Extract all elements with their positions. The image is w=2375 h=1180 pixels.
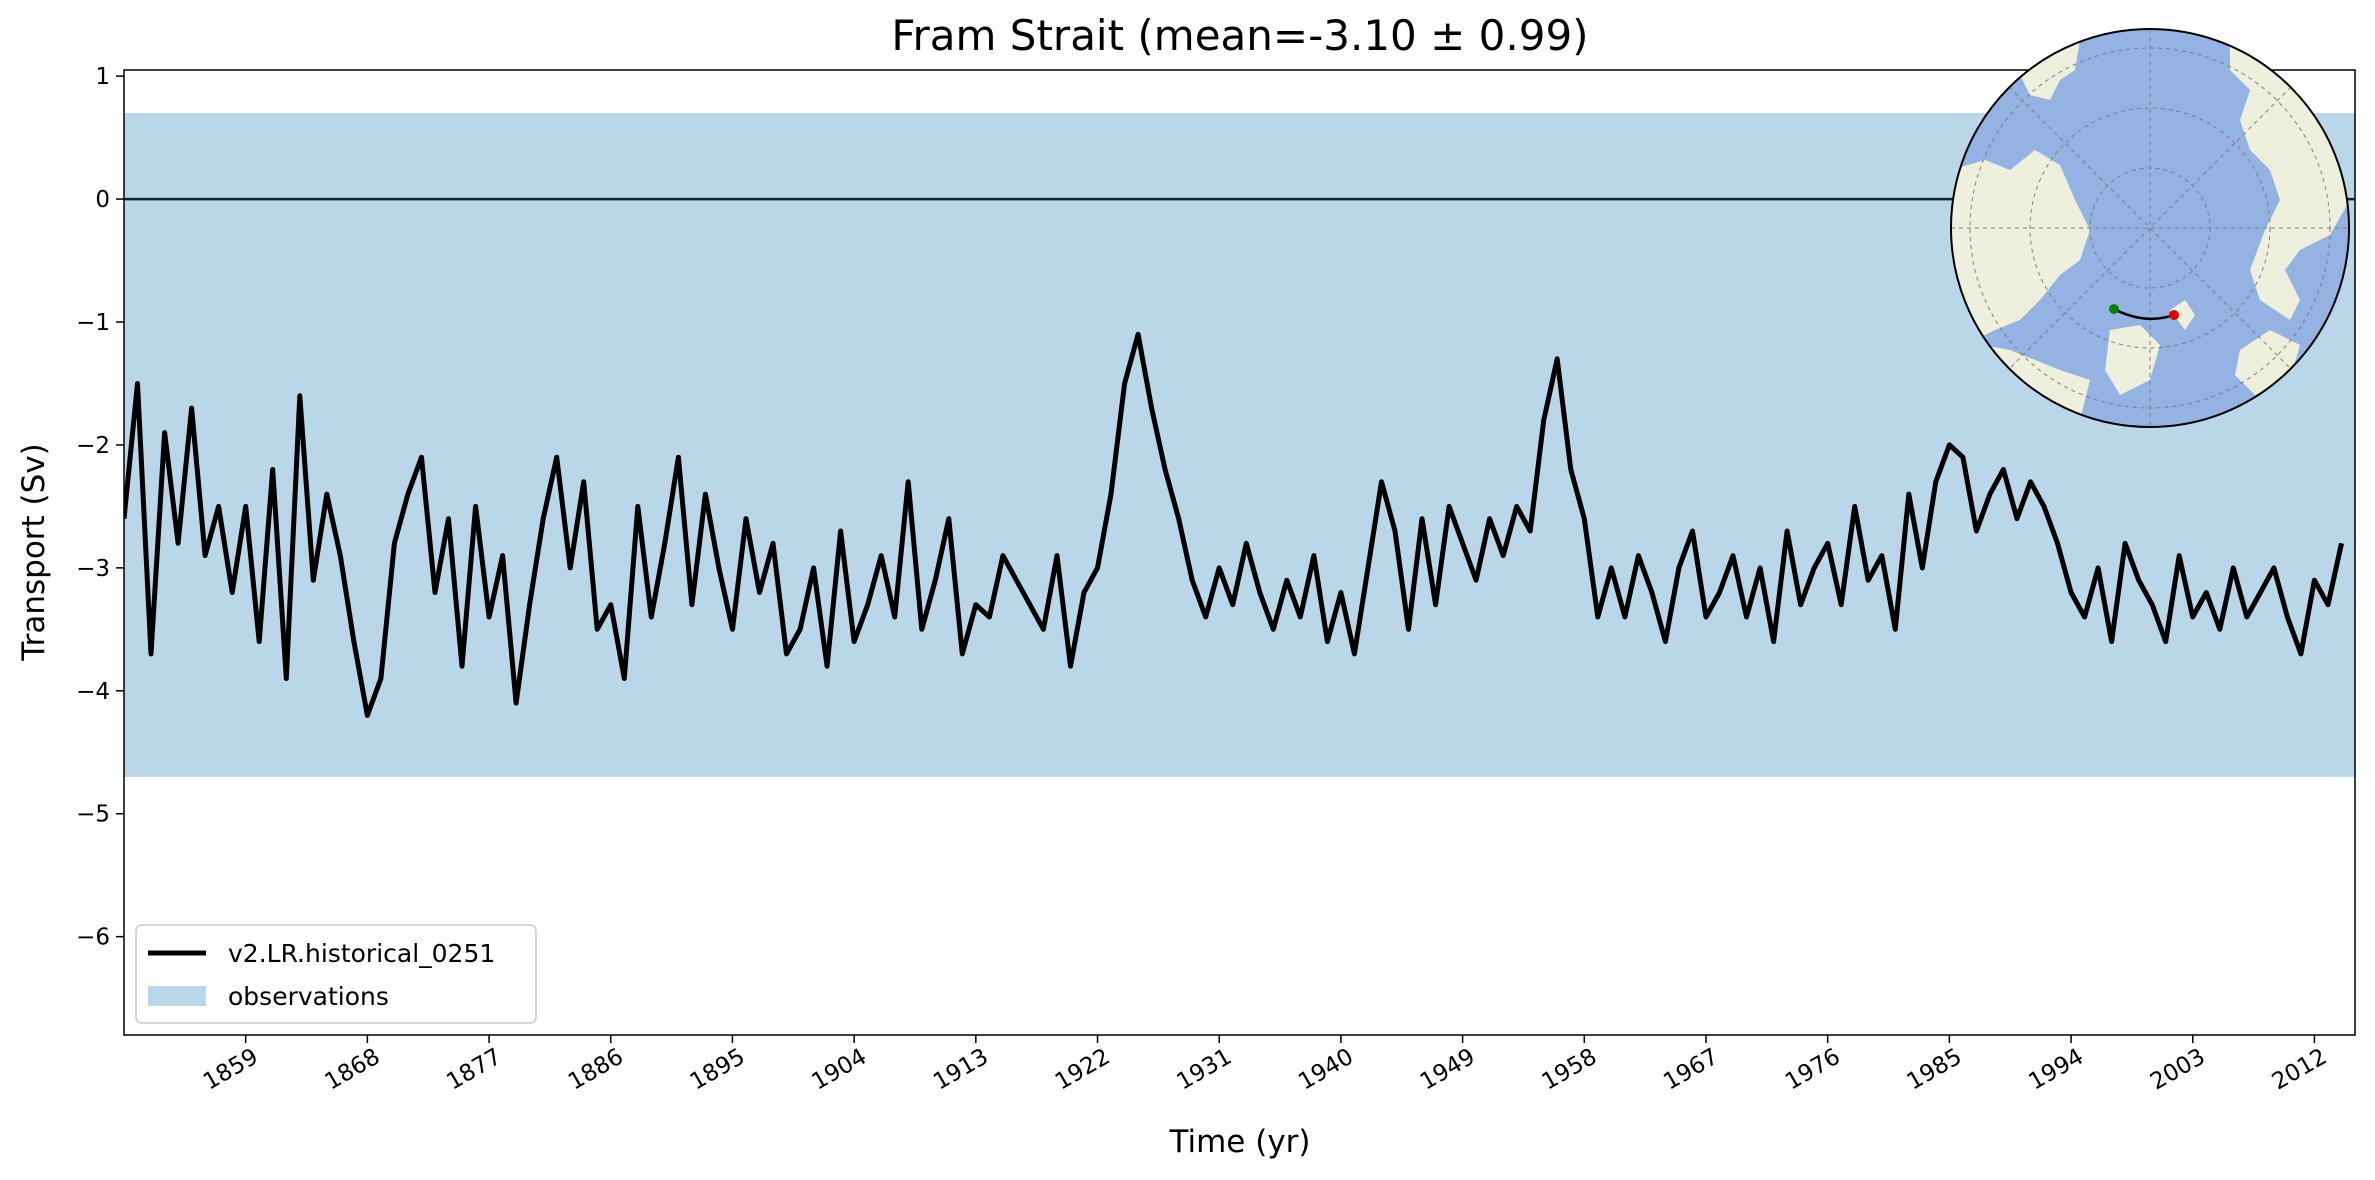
x-tick-label: 1904	[807, 1044, 871, 1096]
y-tick-label: −2	[76, 433, 110, 459]
x-tick-label: 2003	[2146, 1044, 2210, 1096]
section-start-point	[2109, 304, 2119, 314]
x-tick-label: 1985	[1903, 1044, 1967, 1096]
series-line	[124, 331, 2344, 718]
x-tick-label: 1931	[1173, 1044, 1237, 1096]
y-axis: 1 0 −1 −2 −3 −4 −5 −6	[76, 64, 124, 951]
x-tick-label: 1967	[1659, 1044, 1723, 1096]
y-tick-label: 0	[95, 187, 110, 213]
legend-series-label: v2.LR.historical_0251	[228, 939, 495, 968]
x-tick-label: 1886	[564, 1044, 628, 1096]
legend: v2.LR.historical_0251 observations	[135, 924, 537, 1024]
y-tick-label: −4	[76, 679, 110, 705]
x-tick-label: 1922	[1051, 1044, 1115, 1096]
y-tick-label: −3	[76, 556, 110, 582]
fram-strait-section	[2113, 307, 2175, 321]
legend-band-label: observations	[228, 982, 389, 1011]
y-tick-label: 1	[95, 64, 110, 90]
y-axis-label: Transport (Sv)	[16, 443, 52, 662]
x-tick-label: 1949	[1416, 1044, 1480, 1096]
y-tick-label: −5	[76, 802, 110, 828]
x-tick-label: 1877	[442, 1044, 506, 1096]
x-tick-label: 1859	[199, 1044, 263, 1096]
x-tick-label: 1913	[929, 1044, 993, 1096]
x-tick-label: 1868	[321, 1044, 385, 1096]
x-tick-label: 1958	[1538, 1044, 1602, 1096]
map-graticule	[1951, 29, 2349, 427]
section-end-point	[2169, 310, 2179, 320]
x-tick-label: 1976	[1781, 1044, 1845, 1096]
legend-box	[135, 924, 537, 1024]
series-layer	[124, 331, 2344, 718]
chart-title: Fram Strait (mean=-3.10 ± 0.99)	[891, 11, 1588, 60]
y-tick-label: −1	[76, 310, 110, 336]
y-tick-label: −6	[76, 925, 110, 951]
x-axis-label: Time (yr)	[1169, 1124, 1311, 1160]
x-tick-label: 1940	[1294, 1044, 1358, 1096]
plot-frame	[123, 69, 2356, 1036]
x-tick-label: 1895	[686, 1044, 750, 1096]
x-axis: 1859 1868 1877 1886 1895 1904 1913 1922 1931 1940…	[199, 1035, 2331, 1095]
x-tick-label: 2012	[2268, 1044, 2332, 1096]
legend-band-swatch	[148, 986, 206, 1006]
x-tick-label: 1994	[2024, 1044, 2088, 1096]
